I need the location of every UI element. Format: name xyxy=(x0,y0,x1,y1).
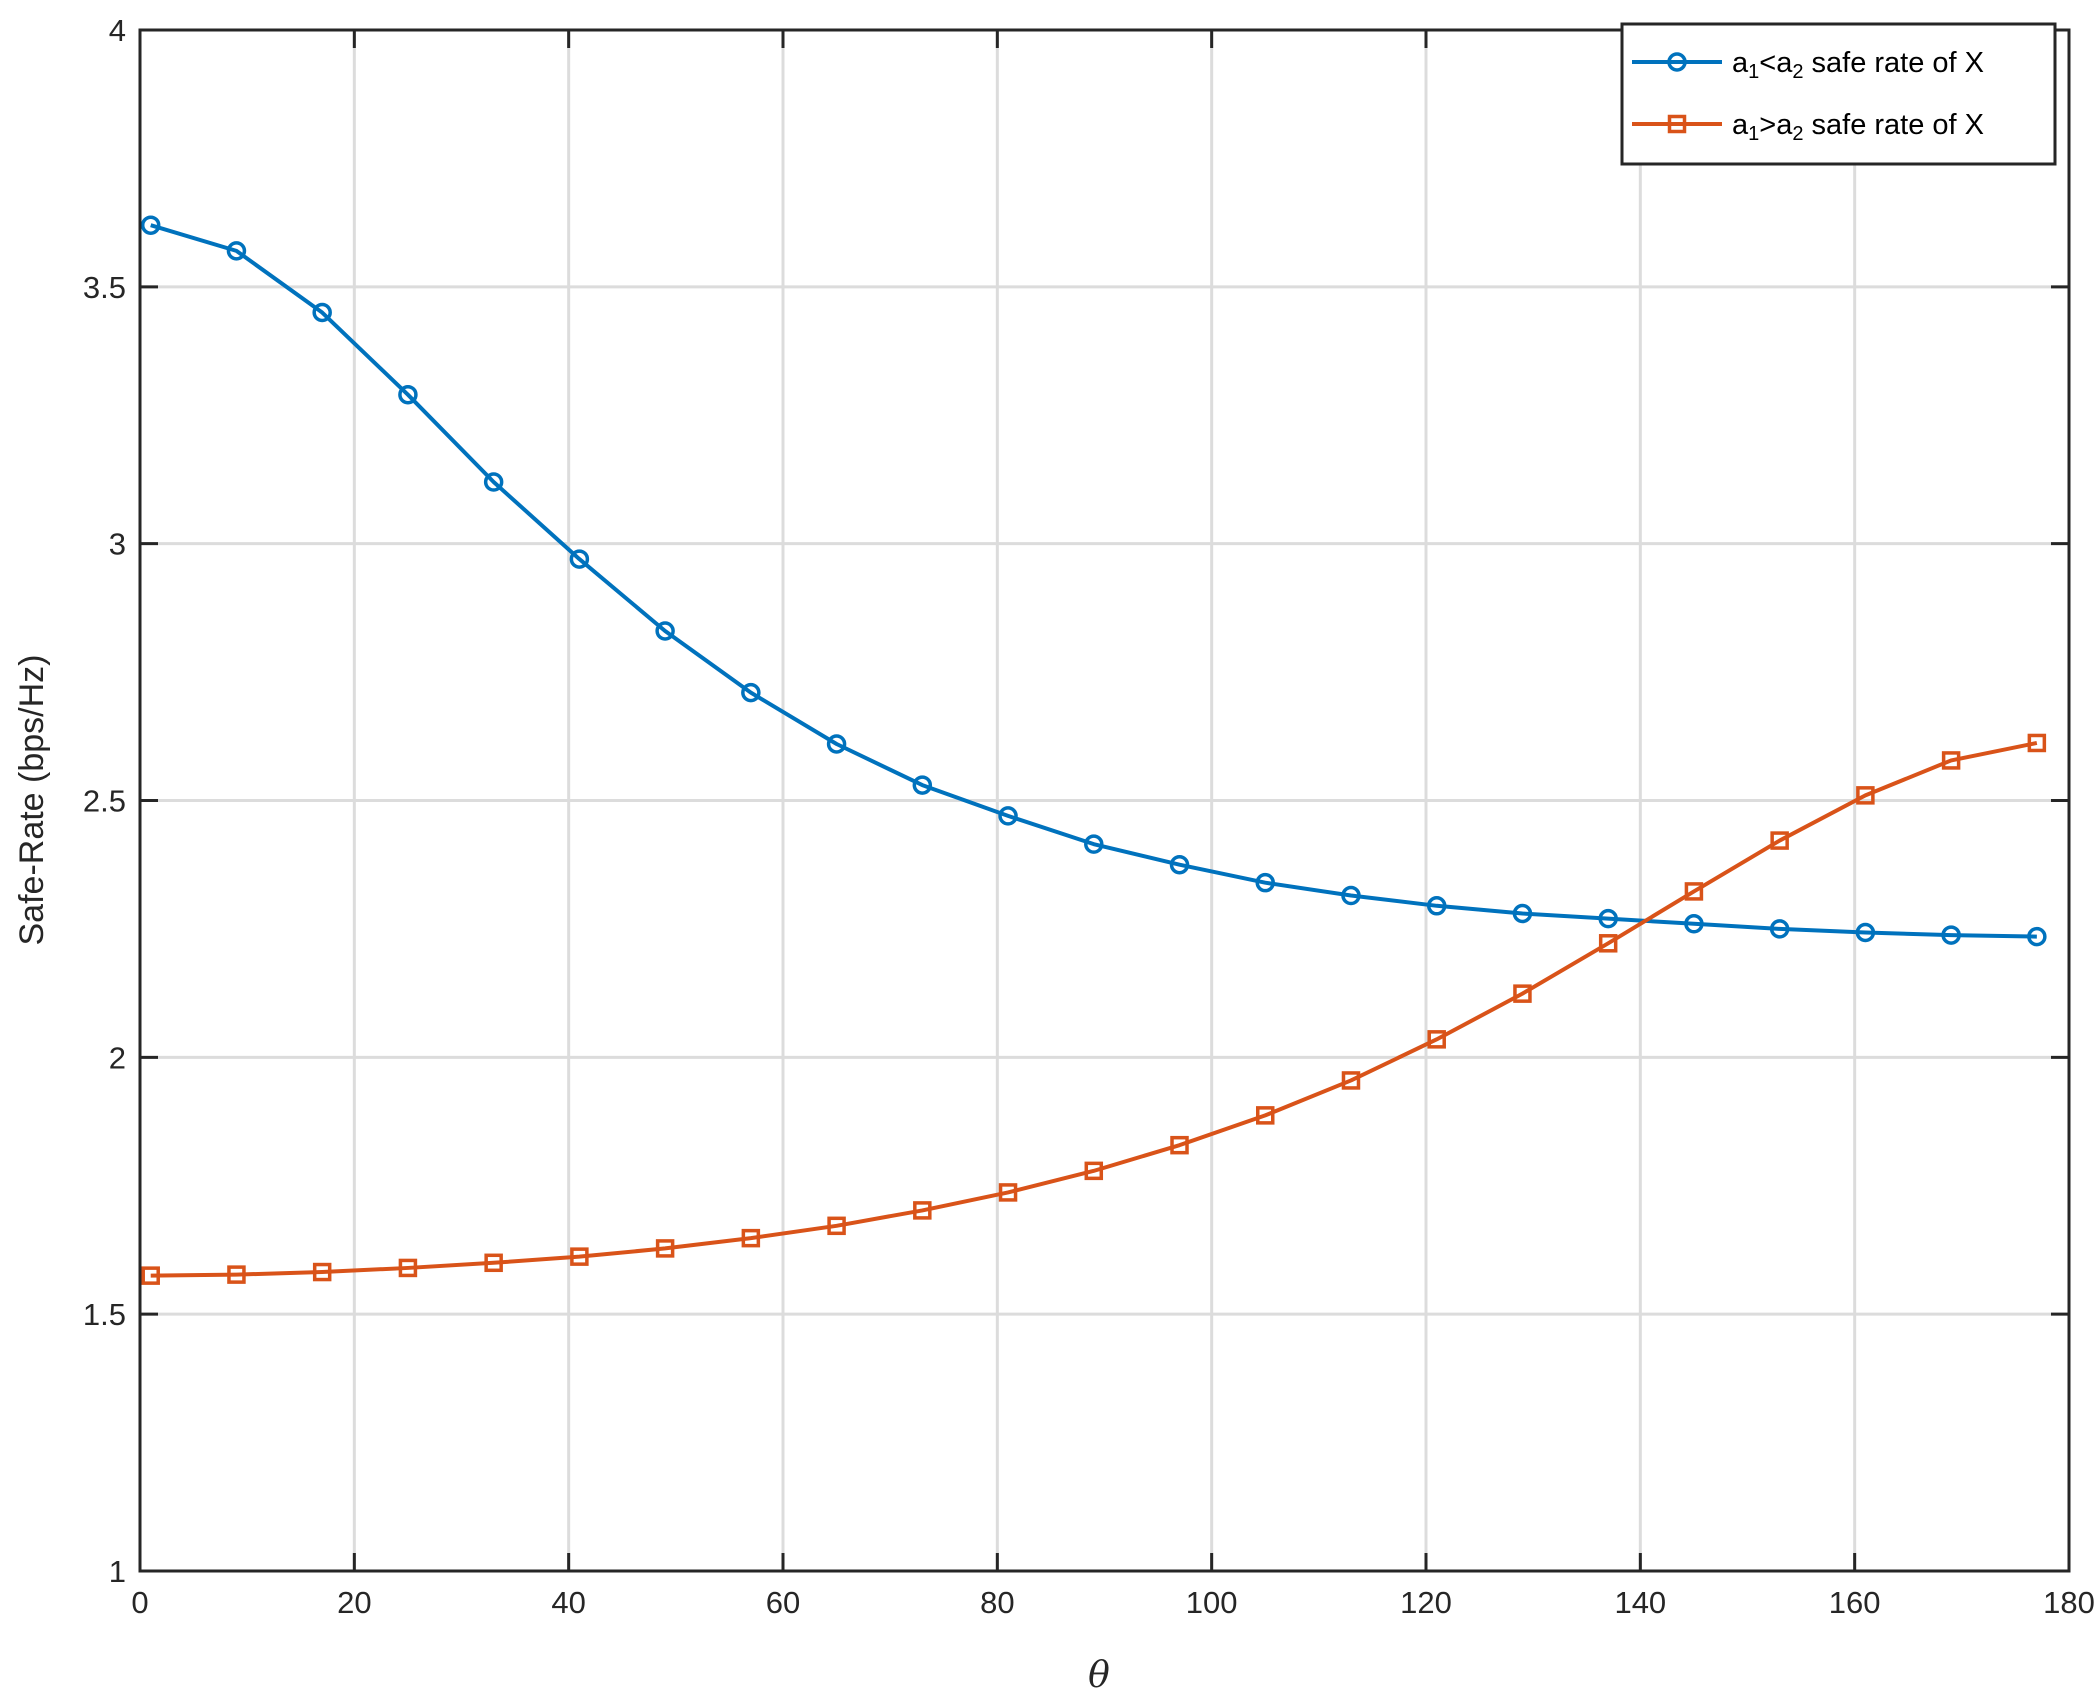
data-point-circle xyxy=(483,472,504,492)
data-point-circle xyxy=(1426,896,1447,916)
x-tick-label: 140 xyxy=(1614,1585,1666,1620)
data-point-square xyxy=(227,1265,246,1284)
x-tick-label: 40 xyxy=(551,1585,585,1620)
data-point-square xyxy=(484,1253,503,1273)
data-point-square xyxy=(1170,1135,1189,1155)
y-tick-label: 1 xyxy=(109,1554,126,1589)
series-2 xyxy=(141,733,2047,1285)
data-point-circle xyxy=(1855,922,1876,943)
x-tick-label: 20 xyxy=(337,1585,371,1620)
data-point-circle xyxy=(1169,854,1190,875)
data-point-circle xyxy=(741,682,761,703)
data-point-circle xyxy=(1941,925,1961,945)
y-tick-label: 1.5 xyxy=(83,1297,126,1332)
data-point-circle xyxy=(1341,885,1361,906)
legend-label: a1<a2 safe rate of X xyxy=(1732,47,1984,83)
y-tick-label: 4 xyxy=(109,13,126,48)
data-point-circle xyxy=(1769,919,1790,939)
series-line xyxy=(150,223,2037,939)
data-point-square xyxy=(312,1262,332,1282)
data-point-circle xyxy=(140,215,161,235)
data-point-circle xyxy=(1512,903,1533,924)
legend-box xyxy=(1620,22,2057,166)
series-line xyxy=(150,741,2038,1278)
data-point-square xyxy=(1684,882,1704,901)
data-point-square xyxy=(827,1216,846,1236)
data-point-circle xyxy=(655,621,675,641)
data-point-circle xyxy=(1684,914,1704,934)
grid-lines xyxy=(140,30,2069,1571)
y-tick-label: 3.5 xyxy=(83,270,126,305)
data-point-circle xyxy=(312,302,332,323)
data-point-square xyxy=(1856,786,1875,805)
data-point-square xyxy=(1256,1106,1275,1125)
data-point-square xyxy=(741,1228,761,1248)
legend-entry-1: a1<a2 safe rate of X xyxy=(1632,47,1984,83)
x-tick-label: 0 xyxy=(131,1585,148,1620)
data-point-square xyxy=(398,1258,418,1278)
data-point-square xyxy=(1598,934,1618,953)
data-point-circle xyxy=(998,806,1018,826)
data-point-square xyxy=(913,1201,932,1220)
y-axis-label: Safe-Rate (bps/Hz) xyxy=(13,655,51,946)
legend-entry-2: a1>a2 safe rate of X xyxy=(1632,109,1984,145)
y-tick-label: 2.5 xyxy=(83,784,126,819)
data-point-square xyxy=(1341,1071,1361,1090)
data-point-square xyxy=(570,1247,589,1266)
data-point-square xyxy=(1427,1030,1446,1049)
data-point-circle xyxy=(1255,872,1275,893)
data-point-square xyxy=(998,1183,1018,1202)
data-point-circle xyxy=(398,384,418,405)
data-point-circle xyxy=(826,734,847,754)
x-tick-label: 100 xyxy=(1186,1585,1238,1620)
data-point-square xyxy=(655,1239,675,1258)
x-tick-label: 80 xyxy=(980,1585,1014,1620)
data-point-square xyxy=(1941,751,1961,770)
axis-ticks: 0 20 40 60 80 100 120 140 160 180 1 1.5 2 2.5 3 3.5 4 xyxy=(83,13,2094,1620)
data-point-circle xyxy=(226,241,247,261)
x-tick-label: 160 xyxy=(1829,1585,1881,1620)
series-layer xyxy=(140,215,2047,1285)
x-tick-label: 60 xyxy=(766,1585,800,1620)
x-axis-label: θ xyxy=(1088,1655,1110,1696)
data-point-circle xyxy=(569,549,590,569)
data-point-square xyxy=(141,1266,160,1285)
data-point-square xyxy=(2027,733,2047,753)
y-tick-label: 2 xyxy=(109,1040,126,1075)
data-point-circle xyxy=(912,775,933,795)
legend: a1<a2 safe rate of X a1>a2 safe rate of X xyxy=(1620,22,2057,166)
series-1 xyxy=(140,215,2047,947)
x-tick-label: 120 xyxy=(1400,1585,1452,1620)
data-point-circle xyxy=(1667,52,1687,72)
data-point-square xyxy=(1513,984,1532,1003)
y-tick-label: 3 xyxy=(109,527,126,562)
x-tick-label: 180 xyxy=(2043,1585,2094,1620)
data-point-square xyxy=(1667,114,1687,134)
data-point-circle xyxy=(1598,908,1618,929)
data-point-square xyxy=(1770,831,1789,850)
data-point-square xyxy=(1084,1161,1104,1181)
data-point-circle xyxy=(1084,834,1104,854)
legend-label: a1>a2 safe rate of X xyxy=(1732,109,1984,145)
data-point-circle xyxy=(2027,926,2047,947)
